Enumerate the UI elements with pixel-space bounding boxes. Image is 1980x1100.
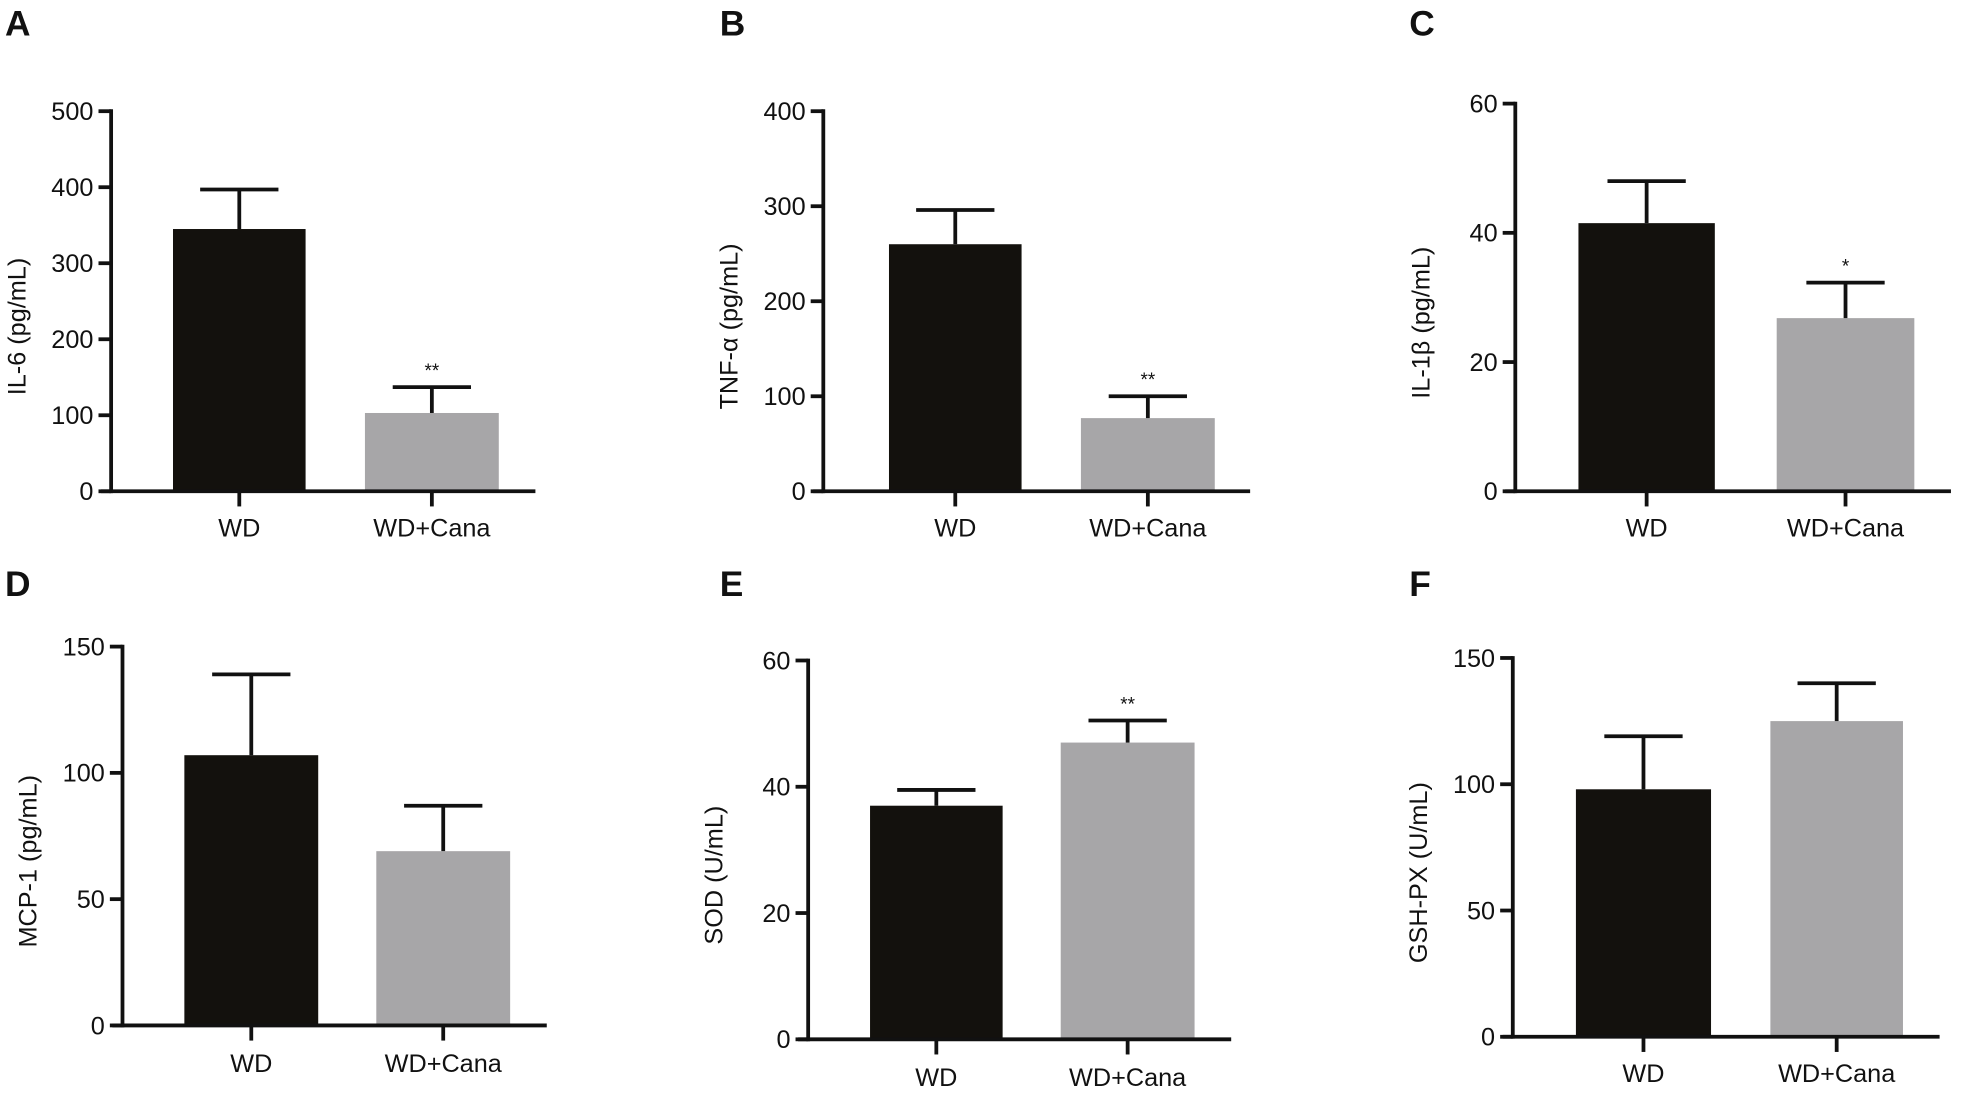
y-tick-label: 100: [51, 402, 93, 430]
y-tick-label: 40: [762, 774, 790, 802]
bar-wd-cana: [376, 851, 511, 1026]
y-tick-label: 50: [1467, 897, 1495, 925]
x-tick-label: WD: [934, 515, 976, 543]
y-tick-label: 400: [51, 174, 93, 202]
bar-wd-cana: [364, 412, 499, 492]
significance-marker: *: [1842, 256, 1850, 277]
x-tick-label: WD: [915, 1064, 957, 1092]
x-tick-label: WD+Cana: [1069, 1064, 1187, 1092]
y-axis-label: TNF-α (pg/mL): [715, 243, 743, 409]
bar-wd: [184, 755, 319, 1026]
significance-marker: **: [1120, 694, 1135, 715]
panel-letter: B: [720, 4, 746, 43]
y-tick-label: 0: [1484, 478, 1498, 506]
bar-wd-cana: [1060, 742, 1195, 1040]
y-axis-label: IL-6 (pg/mL): [3, 258, 31, 396]
y-tick-label: 0: [1481, 1024, 1495, 1052]
bar-wd: [172, 229, 306, 492]
x-tick-label: WD: [218, 515, 260, 543]
panel-letter: D: [5, 565, 31, 604]
panel-letter: F: [1409, 565, 1431, 604]
x-tick-label: WD: [1626, 515, 1668, 543]
y-tick-label: 400: [763, 98, 805, 126]
y-tick-label: 100: [63, 760, 105, 788]
panel-d: D WD WD+Cana 0 50 100 150 MCP-1 (pg/mL): [5, 565, 547, 1078]
y-axis-label: SOD (U/mL): [700, 806, 728, 945]
y-tick-label: 60: [1470, 90, 1498, 118]
y-axis-label: IL-1β (pg/mL): [1407, 247, 1435, 399]
x-tick-label: WD+Cana: [1787, 515, 1905, 543]
y-tick-label: 200: [763, 288, 805, 316]
y-tick-label: 0: [91, 1012, 105, 1040]
significance-marker: **: [424, 361, 439, 382]
panel-f: F WD WD+Cana 0 50 100 150 GSH-PX (U/mL): [1405, 565, 1940, 1088]
y-tick-label: 500: [51, 98, 93, 126]
y-tick-label: 50: [77, 886, 105, 914]
y-tick-label: 300: [51, 250, 93, 278]
x-tick-label: WD+Cana: [1778, 1060, 1896, 1088]
x-tick-label: WD+Cana: [385, 1050, 503, 1078]
bar-wd-cana: [1770, 721, 1903, 1037]
y-tick-label: 0: [776, 1026, 790, 1054]
bar-wd: [1575, 789, 1712, 1037]
y-tick-label: 20: [1470, 349, 1498, 377]
y-tick-label: 20: [762, 900, 790, 928]
x-tick-label: WD: [230, 1050, 272, 1078]
y-tick-label: 300: [763, 193, 805, 221]
bar-wd-cana: [1080, 418, 1215, 492]
bar-wd: [888, 244, 1022, 492]
panel-letter: E: [720, 565, 744, 604]
y-tick-label: 0: [79, 478, 93, 506]
panel-e: E WD ** WD+Cana 0 20 40 60 SOD (U/mL): [700, 565, 1232, 1092]
bar-wd: [870, 805, 1003, 1040]
significance-marker: **: [1140, 370, 1155, 391]
panel-a: A WD ** WD+Cana 0 100 200 300 400 500 IL-6 (pg/mL): [3, 4, 536, 543]
panel-b: B WD ** WD+Cana 0 100 200 300 400 TNF-α (pg/mL): [715, 4, 1251, 543]
y-axis-label: MCP-1 (pg/mL): [15, 775, 43, 948]
y-tick-label: 150: [63, 633, 105, 661]
panel-c: C WD * WD+Cana 0 20 40 60 IL-1β (pg/mL): [1407, 4, 1951, 543]
x-tick-label: WD+Cana: [1089, 515, 1207, 543]
panel-letter: A: [5, 4, 31, 43]
x-tick-label: WD: [1622, 1060, 1664, 1088]
y-tick-label: 0: [792, 478, 806, 506]
y-tick-label: 150: [1453, 645, 1495, 673]
y-tick-label: 60: [762, 647, 790, 675]
y-tick-label: 200: [51, 326, 93, 354]
y-tick-label: 40: [1470, 220, 1498, 248]
y-tick-label: 100: [763, 383, 805, 411]
bar-wd-cana: [1776, 318, 1915, 492]
bar-wd: [1578, 223, 1715, 492]
x-tick-label: WD+Cana: [373, 515, 491, 543]
panel-letter: C: [1409, 4, 1435, 43]
y-tick-label: 100: [1453, 771, 1495, 799]
y-axis-label: GSH-PX (U/mL): [1405, 782, 1433, 963]
